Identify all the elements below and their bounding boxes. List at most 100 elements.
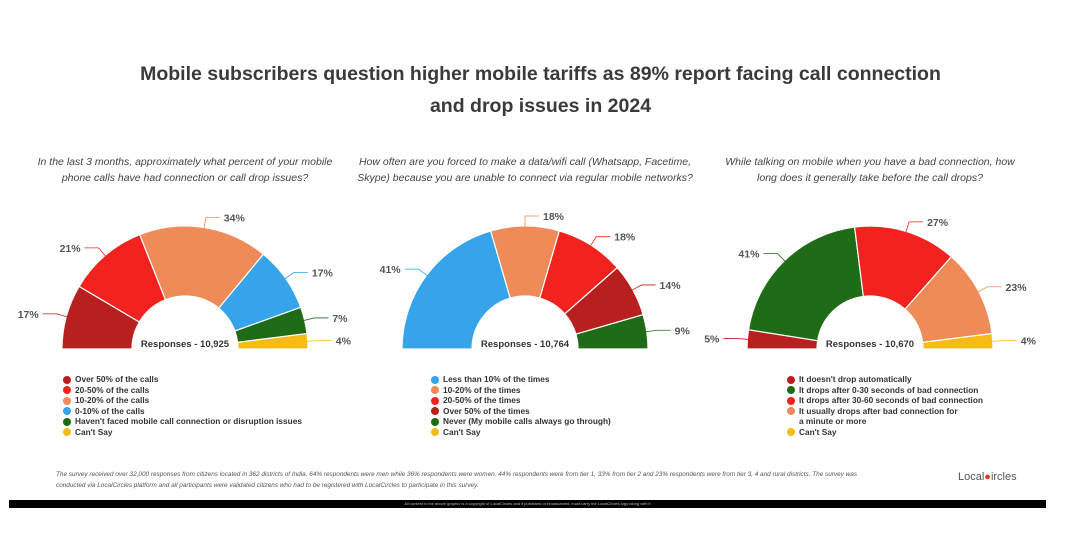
data-label-0-10-of-the-calls: 17% (312, 268, 334, 280)
legend-item: a minute or more (785, 416, 983, 427)
slice-less-than-10-of-the-times (401, 230, 511, 350)
legend-swatch (63, 375, 71, 384)
donut-chart: 41% 18% 18% 14% 9% Responses - 10,764 (380, 211, 691, 350)
leader-line-it-usually-drops-after-bad-connection-for-a-minute-or-more (975, 286, 1002, 294)
slice-it-drops-after-0-30-seconds-of-bad-connection (747, 226, 865, 342)
data-label-haven-t-faced-mobile-call-connection-or-disruption-issues: 7% (332, 313, 348, 325)
responses-count: Responses - 10,764 (481, 339, 570, 350)
chart-legend: Less than 10% of the times 10-20% of the … (429, 374, 611, 437)
footnote-line-2: conducted via LocalCircles platform and … (56, 482, 479, 489)
responses-count: Responses - 10,925 (141, 339, 230, 350)
legend-item: Can't Say (429, 427, 611, 438)
leader-line-can-t-say (304, 340, 332, 342)
legend-label: 0-10% of the calls (75, 405, 145, 416)
legend-swatch (63, 417, 71, 426)
legend-label: 10-20% of the times (443, 384, 521, 395)
legend-swatch (431, 396, 439, 405)
leader-line-20-50-of-the-calls (84, 247, 108, 259)
slice-can-t-say (236, 332, 309, 350)
leader-line-over-50-of-the-times (629, 284, 656, 292)
legend-item: 0-10% of the calls (61, 406, 302, 417)
title-line-2: and drop issues in 2024 (429, 95, 652, 117)
legend-item: It doesn't drop automatically (785, 374, 983, 385)
legend-item: It usually drops after bad connection fo… (785, 406, 983, 417)
legend-label: Over 50% of the calls (75, 374, 159, 384)
logo-local-text: Local (958, 471, 985, 483)
data-label-can-t-say: 4% (1021, 336, 1037, 348)
legend-item: 20-50% of the calls (61, 385, 302, 396)
legend-item: Never (My mobile calls always go through… (429, 416, 611, 427)
leader-line-can-t-say (989, 340, 1017, 342)
legend-item: It drops after 0-30 seconds of bad conne… (785, 385, 983, 396)
legend-swatch (787, 386, 795, 394)
logo-circles-text: ircles (990, 471, 1017, 483)
donut-chart: 5% 41% 27% 23% 4% Responses - 10,670 (704, 217, 1037, 350)
data-label-over-50-of-the-times: 14% (660, 280, 682, 292)
legend-item: 10-20% of the calls (61, 395, 302, 406)
legend-item: It drops after 30-60 seconds of bad conn… (785, 395, 983, 406)
leader-line-haven-t-faced-mobile-call-connection-or-disruption-issues (301, 317, 329, 322)
page-title: Mobile subscribers question higher mobil… (0, 58, 1081, 122)
slice-never-my-mobile-calls-always-go-through (575, 313, 649, 350)
question-line-2: long does it generally take before the c… (757, 172, 983, 184)
poll-panel-call-drop-time: While talking on mobile when you have a … (690, 150, 1050, 450)
legend-item: 10-20% of the times (429, 385, 611, 396)
data-label-can-t-say: 4% (336, 336, 352, 348)
data-label-20-50-of-the-times: 18% (614, 232, 636, 244)
footnote-line-1: The survey received over 32,000 response… (56, 471, 857, 478)
legend-swatch (431, 417, 439, 426)
poll-panel-data-call-frequency: How often are you forced to make a data/… (345, 150, 705, 450)
copyright-text: All content in the above graphic is a co… (404, 501, 651, 506)
data-label-never-my-mobile-calls-always-go-through: 9% (675, 325, 691, 337)
logo-circle-icon: ● (984, 471, 991, 483)
legend-label: Never (My mobile calls always go through… (443, 416, 611, 426)
survey-footnote: The survey received over 32,000 response… (56, 469, 956, 491)
question-text: How often are you forced to make a data/… (345, 154, 705, 186)
legend-item: 20-50% of the times (429, 395, 611, 406)
data-label-less-than-10-of-the-times: 41% (380, 264, 402, 276)
poll-panel-call-drop-percent: In the last 3 months, approximately what… (5, 150, 365, 450)
legend-swatch (63, 407, 71, 415)
leader-line-0-10-of-the-calls (282, 272, 308, 281)
question-line-2: Skype) because you are unable to connect… (357, 172, 693, 184)
data-label-20-50-of-the-calls: 21% (60, 243, 82, 255)
chart-legend: It doesn't drop automatically It drops af… (785, 374, 983, 437)
data-label-10-20-of-the-calls: 34% (224, 213, 246, 225)
copyright-bar: All content in the above graphic is a co… (9, 500, 1046, 508)
donut-chart: 17% 21% 34% 17% 7% 4% Responses - 10,925 (18, 213, 352, 350)
leader-line-it-drops-after-30-60-seconds-of-bad-connection (904, 221, 924, 235)
data-label-over-50-of-the-calls: 17% (18, 309, 40, 321)
legend-swatch (431, 407, 439, 415)
legend-label: Haven't faced mobile call connection or … (75, 416, 302, 426)
leader-line-10-20-of-the-times (524, 215, 539, 229)
legend-item: Over 50% of the calls (61, 374, 302, 385)
legend-label: Over 50% of the times (443, 405, 530, 416)
legend-label: It usually drops after bad connection fo… (799, 405, 958, 416)
question-line-1: How often are you forced to make a data/… (358, 156, 692, 168)
legend-swatch (787, 396, 795, 405)
data-label-it-doesn-t-drop-automatically: 5% (704, 334, 720, 346)
legend-swatch (63, 386, 71, 394)
legend-item: Can't Say (61, 427, 302, 438)
legend-label: Can't Say (443, 426, 481, 437)
data-label-10-20-of-the-times: 18% (543, 211, 565, 223)
data-label-it-usually-drops-after-bad-connection-for-a-minute-or-more: 23% (1006, 282, 1028, 294)
leader-line-10-20-of-the-calls (203, 217, 220, 231)
title-line-1: Mobile subscribers question higher mobil… (140, 63, 941, 85)
legend-label: 20-50% of the times (443, 395, 521, 405)
question-line-1: In the last 3 months, approximately what… (37, 156, 333, 168)
legend-item: Over 50% of the times (429, 406, 611, 417)
legend-label: 20-50% of the calls (75, 384, 150, 395)
question-line-1: While talking on mobile when you have a … (725, 156, 1015, 168)
slice-can-t-say (921, 332, 994, 350)
legend-label: Can't Say (75, 426, 113, 437)
legend-label: It doesn't drop automatically (799, 374, 912, 384)
legend-swatch (431, 375, 439, 384)
localcircles-logo: Local●ircles (958, 471, 1017, 483)
leader-line-it-drops-after-0-30-seconds-of-bad-connection (763, 253, 787, 264)
legend-item: Can't Say (785, 427, 983, 438)
data-label-it-drops-after-30-60-seconds-of-bad-connection: 27% (927, 217, 949, 229)
responses-count: Responses - 10,670 (826, 339, 914, 350)
legend-swatch (431, 428, 439, 436)
legend-swatch (787, 407, 795, 415)
